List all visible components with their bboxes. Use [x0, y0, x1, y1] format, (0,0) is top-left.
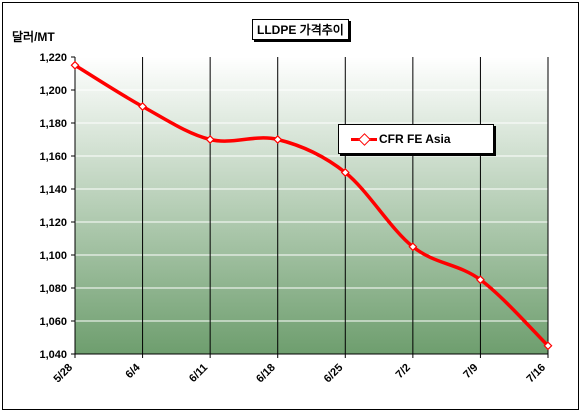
x-tick-label: 7/16	[524, 362, 548, 386]
y-tick-label: 1,040	[39, 349, 67, 361]
x-tick-label: 6/4	[123, 361, 143, 381]
y-tick-label: 1,140	[39, 184, 67, 196]
legend-label: CFR FE Asia	[379, 132, 451, 146]
x-tick-label: 7/9	[461, 362, 480, 381]
y-tick-label: 1,180	[39, 118, 67, 130]
data-point-marker	[70, 60, 80, 70]
data-point-marker	[543, 341, 553, 351]
y-tick-label: 1,060	[39, 316, 67, 328]
y-axis-label: 달러/MT	[12, 30, 55, 44]
y-tick-label: 1,200	[39, 85, 67, 97]
data-point-marker	[475, 275, 485, 285]
data-point-marker	[273, 135, 283, 144]
x-tick-label: 7/2	[394, 362, 413, 381]
data-point-marker	[408, 242, 418, 252]
legend: CFR FE Asia	[338, 124, 494, 154]
axes	[74, 57, 548, 355]
y-tick-label: 1,080	[39, 283, 67, 295]
y-axis-ticks: 1,040 1,060 1,080 1,100 1,120 1,140 1,160 1,180…	[39, 52, 75, 361]
data-point-marker	[205, 135, 215, 144]
legend-diamond-marker	[358, 133, 371, 146]
plot-area	[75, 57, 548, 354]
series-layer	[70, 60, 553, 351]
y-tick-label: 1,120	[39, 217, 67, 229]
y-tick-label: 1,220	[39, 52, 67, 64]
data-point-marker	[138, 102, 148, 111]
x-tick-label: 6/18	[254, 362, 278, 386]
data-point-marker	[340, 168, 350, 177]
chart-title: LLDPE 가격추이	[252, 19, 349, 40]
x-tick-label: 6/11	[187, 362, 210, 385]
y-tick-label: 1,100	[39, 250, 67, 262]
x-axis-ticks: 5/28 6/4 6/11 6/18 6/25 7/2 7/9 7/16	[51, 354, 549, 386]
x-tick-label: 6/25	[322, 362, 346, 386]
y-tick-label: 1,160	[39, 151, 67, 163]
x-tick-label: 5/28	[51, 362, 75, 386]
